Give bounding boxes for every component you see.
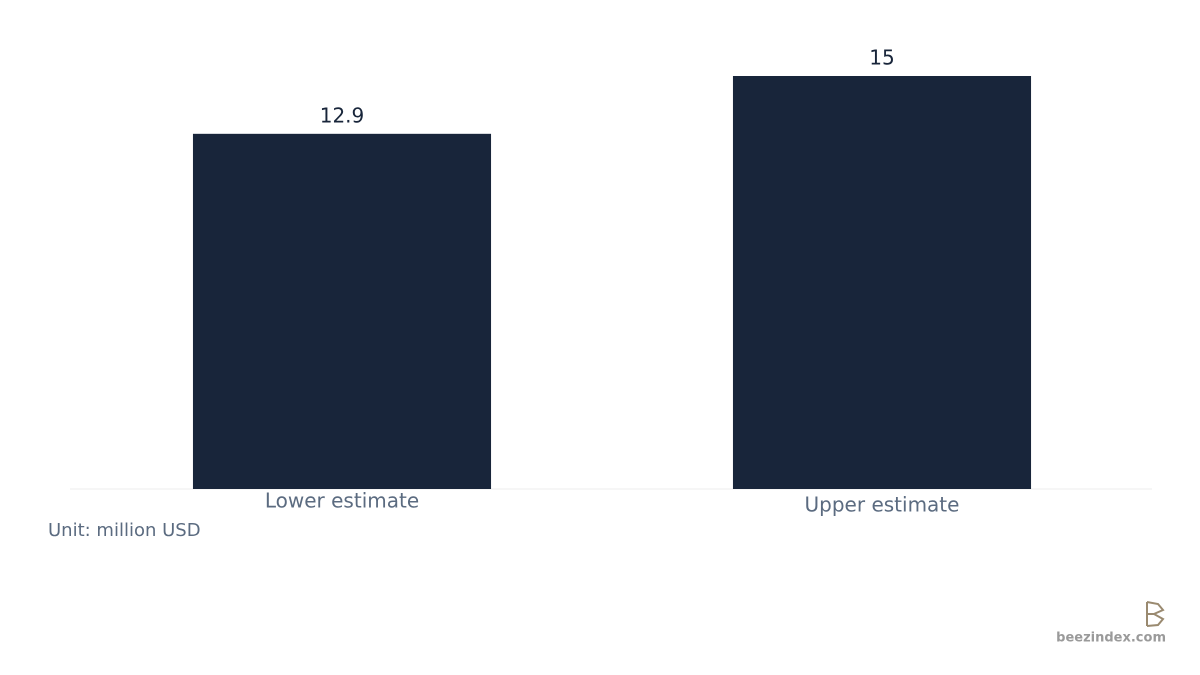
x-tick-label: Upper estimate: [805, 493, 960, 517]
bar: [732, 76, 1032, 489]
bar: [192, 133, 492, 489]
watermark: beezindex.com: [1056, 631, 1166, 646]
unit-note: Unit: million USD: [48, 520, 201, 541]
x-tick-label: Lower estimate: [265, 489, 419, 513]
value-label: 12.9: [320, 103, 365, 127]
logo: [1146, 601, 1165, 627]
logo-mark: [1146, 601, 1165, 627]
value-label: 15: [869, 46, 894, 70]
